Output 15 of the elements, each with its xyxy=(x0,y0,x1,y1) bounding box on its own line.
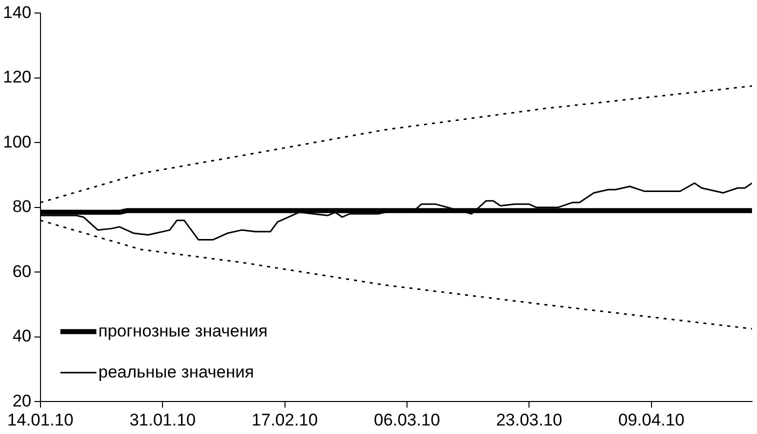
x-tick-label: 14.01.10 xyxy=(7,410,74,430)
legend-label: прогнозные значения xyxy=(98,321,268,340)
y-tick-label: 100 xyxy=(2,132,32,152)
x-tick-label: 06.03.10 xyxy=(374,410,440,430)
y-tick-label: 20 xyxy=(12,391,32,410)
y-tick-label: 80 xyxy=(12,197,32,216)
y-tick-label: 60 xyxy=(12,262,32,281)
y-tick-label: 120 xyxy=(2,68,32,87)
x-tick-label: 09.04.10 xyxy=(618,410,684,430)
legend-label: реальные значения xyxy=(98,362,254,382)
x-tick-label: 31.01.10 xyxy=(129,410,196,430)
y-tick-label: 40 xyxy=(12,326,32,346)
x-tick-label: 17.02.10 xyxy=(252,410,318,430)
y-tick-label: 140 xyxy=(2,2,32,22)
x-tick-label: 23.03.10 xyxy=(496,410,562,430)
